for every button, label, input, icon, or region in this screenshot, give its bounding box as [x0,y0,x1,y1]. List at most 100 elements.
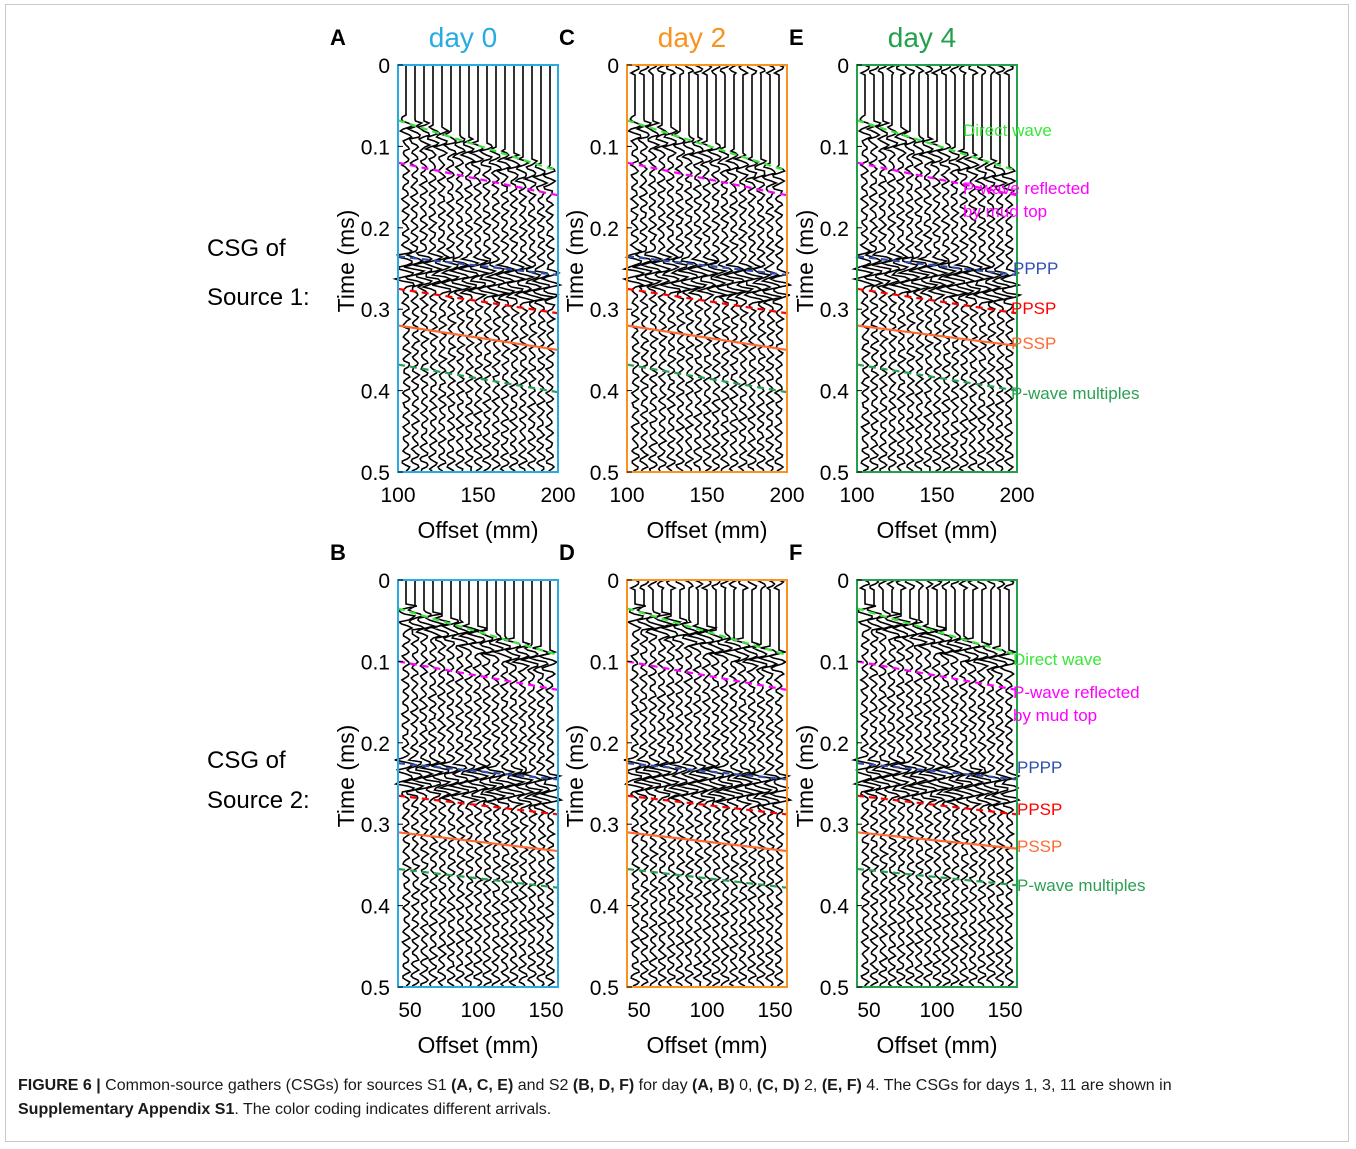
caption-panels: (B, D, F) [572,1077,635,1094]
arrival-line [397,607,559,656]
arrival-line [397,324,559,351]
seismic-trace [995,579,1021,987]
seismic-trace [431,580,452,987]
seismic-trace [466,65,490,472]
caption-text: 4. The CSGs for days 1, 3, 11 are shown … [861,1077,1172,1094]
caption-text: Common-source gathers (CSGs) for sources… [100,1077,452,1094]
seismic-trace [747,579,773,987]
caption-panels: (A, C, E) [451,1077,514,1094]
seismic-trace [686,579,710,987]
arrival-line [856,255,1018,277]
x-tick-label: 100 [380,484,415,507]
y-tick-label: 0.1 [361,136,390,159]
panel-letter: B [330,540,346,565]
y-axis-label: Time (ms) [562,725,588,828]
y-tick-label: 0.5 [590,462,619,485]
seismic-trace [879,579,904,987]
seismic-trace [890,579,912,987]
panel-b: B 0 0.1 0.2 0.3 0.4 0.5 50 100 150 Offset (mm) Time… [330,540,564,1058]
arrival-label: Direct wave [1013,650,1102,669]
seismic-trace [862,579,885,987]
y-tick-label: 0.2 [361,733,390,756]
x-tick-label: 150 [460,484,495,507]
seismic-trace [403,65,427,472]
x-tick-label: 100 [689,999,724,1022]
caption-text: for day [634,1077,693,1094]
seismic-trace [915,579,939,986]
x-tick-label: 150 [987,999,1022,1022]
seismic-trace [639,579,666,987]
y-tick-label: 0.1 [820,136,849,159]
x-tick-label: 150 [528,999,563,1022]
y-tick-label: 0.2 [590,218,619,241]
y-tick-label: 0.1 [820,651,849,674]
seismic-trace [888,64,913,472]
y-tick-label: 0 [607,570,619,593]
seismic-trace [756,579,782,987]
y-tick-label: 0 [837,55,849,78]
arrival-label-line2: by mud top [963,202,1047,221]
y-tick-label: 0.4 [361,381,391,404]
row-label-line1: CSG of [207,235,286,262]
seismic-trace [977,579,1003,987]
arrival-line [626,762,788,781]
arrival-line [397,363,559,394]
y-tick-label: 0.3 [361,814,390,837]
column-title: day 0 [429,22,498,53]
arrival-line [626,867,788,889]
seismic-trace [685,64,710,472]
arrival-label: P-wave multiples [1017,876,1146,895]
y-tick-label: 0.2 [590,733,619,756]
seismic-trace [667,579,691,987]
x-axis-label: Offset (mm) [418,1032,539,1058]
x-tick-label: 50 [857,999,880,1022]
x-axis-label: Offset (mm) [418,517,539,543]
seismic-trace [632,64,654,472]
arrival-line [397,287,559,315]
y-tick-label: 0.5 [361,462,390,485]
arrival-label: P-wave reflected [1013,683,1140,702]
arrival-line [626,831,788,853]
column-title: day 2 [658,22,727,53]
panel-letter: E [789,25,804,50]
y-tick-label: 0.5 [590,977,619,1000]
y-tick-label: 0.5 [361,977,390,1000]
panel-letter: D [559,540,575,565]
seismic-trace [720,579,745,987]
arrival-label: PSSP [1011,334,1056,353]
x-tick-label: 100 [919,999,954,1022]
y-tick-label: 0.1 [590,651,619,674]
seismic-trace [751,64,776,472]
arrival-label: PPSP [1011,299,1056,318]
seismic-trace [669,64,693,472]
y-tick-label: 0.3 [820,814,849,837]
seismic-trace [999,64,1023,472]
seismic-trace [768,64,793,472]
arrival-line [397,867,559,889]
plot-frame [397,64,559,473]
x-axis-label: Offset (mm) [877,517,998,543]
panel-letter: C [559,25,575,50]
seismic-trace [705,64,729,472]
seismic-trace [869,579,896,987]
x-tick-label: 150 [757,999,792,1022]
caption-text: . The color coding indicates different a… [234,1101,552,1118]
y-tick-label: 0.1 [590,136,619,159]
seismic-trace [659,579,683,987]
arrival-line [626,161,788,197]
seismic-trace [633,579,656,987]
seismic-trace [925,64,949,472]
seismic-trace [494,65,516,472]
arrival-line [397,255,559,277]
arrival-line [856,287,1018,315]
arrival-line [626,794,788,816]
y-tick-label: 0.4 [820,896,850,919]
seismic-trace [465,580,490,987]
y-tick-label: 0.3 [590,299,619,322]
seismic-trace [639,64,664,472]
arrival-label: P-wave reflected [963,179,1090,198]
arrival-line [626,660,788,691]
seismic-trace [932,579,957,987]
